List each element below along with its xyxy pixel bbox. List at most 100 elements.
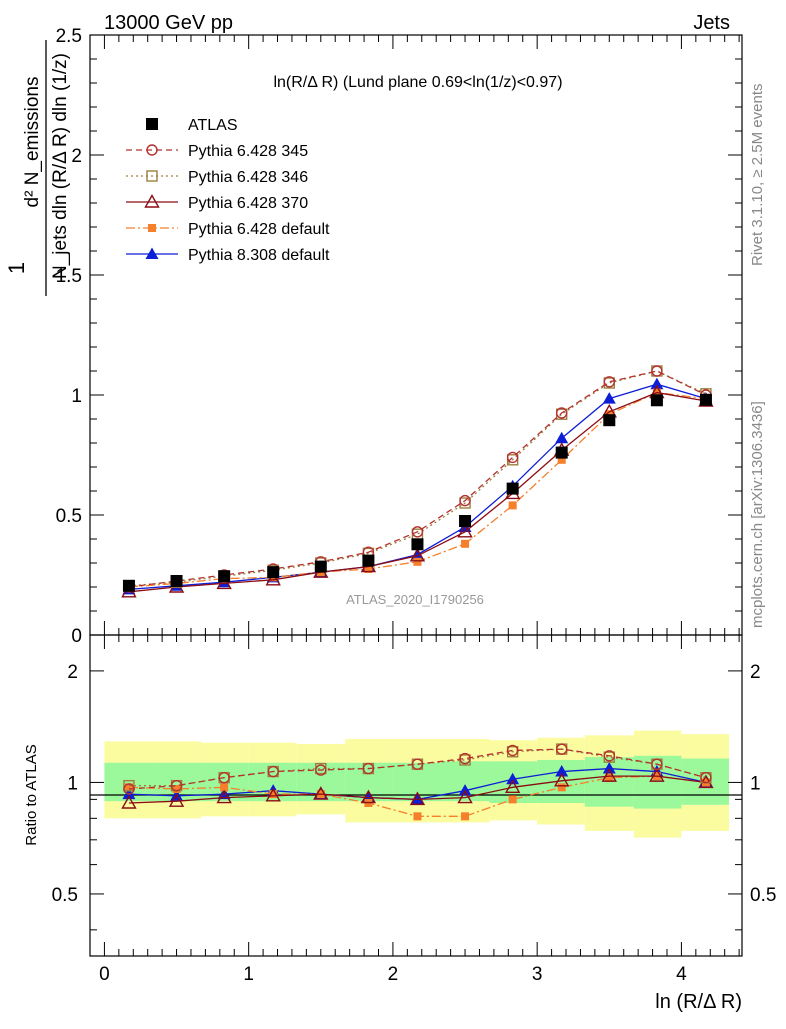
ratio-point-pythia-6-428-default <box>461 812 470 821</box>
ratio-point-pythia-6-428-370 <box>553 772 570 787</box>
ratio-point-pythia-6-428-370 <box>121 795 137 809</box>
ratio-point-pythia-6-428-370 <box>216 789 232 804</box>
legend-label-atlas: ATLAS <box>188 117 238 134</box>
main-point-atlas <box>122 579 135 592</box>
main-y-tick-label: 1.5 <box>56 266 82 287</box>
ratio-y-tick-label-right: 0.5 <box>750 885 776 906</box>
main-point-pythia-8-308-default <box>555 431 569 444</box>
mcplots-label: mcplots.cern.ch [arXiv:1306.3436] <box>749 401 766 628</box>
ratio-point-pythia-6-428-345 <box>459 752 471 765</box>
legend-marker-pythia-8-308-default <box>145 247 159 259</box>
ratio-point-pythia-6-428-346 <box>123 779 135 792</box>
x-axis-label: ln (R/Δ R) <box>655 991 742 1013</box>
ratio-point-pythia-6-428-345 <box>555 743 568 755</box>
ratio-series-line-pythia-6-428-370 <box>128 775 707 804</box>
x-tick-label: 1 <box>243 964 254 985</box>
main-point-pythia-6-428-345 <box>411 526 424 538</box>
ratio-point-pythia-8-308-default <box>602 762 616 774</box>
legend-marker-pythia-6-428-370 <box>144 194 160 208</box>
main-y-tick-label: 0.5 <box>56 506 82 527</box>
ratio-point-pythia-6-428-345 <box>123 783 135 795</box>
ratio-y-tick-label: 2 <box>67 662 78 683</box>
ratio-point-pythia-6-428-370 <box>265 787 281 802</box>
ratio-point-pythia-6-428-default <box>557 783 566 792</box>
main-point-pythia-6-428-default <box>557 455 566 464</box>
main-point-pythia-6-428-370 <box>216 575 232 590</box>
ratio-point-pythia-6-428-345 <box>218 771 230 784</box>
ratio-point-pythia-6-428-345 <box>411 758 424 770</box>
ratio-point-pythia-6-428-370 <box>457 789 473 804</box>
x-tick-label: 0 <box>99 964 110 985</box>
main-y-tick-label: 2 <box>71 146 82 167</box>
main-point-pythia-6-428-370 <box>265 571 281 586</box>
legend-marker-pythia-6-428-345 <box>146 144 158 156</box>
main-point-atlas <box>459 515 472 527</box>
ratio-point-pythia-8-308-default <box>410 792 424 805</box>
main-point-pythia-6-428-default <box>364 565 373 573</box>
ylabel-numerator: d² N_emissions <box>22 77 43 208</box>
ratio-point-pythia-6-428-345 <box>267 765 279 778</box>
main-point-atlas <box>314 560 327 573</box>
main-y-tick-label: 0 <box>71 626 82 647</box>
ratio-point-pythia-8-308-default <box>506 772 520 785</box>
main-point-atlas <box>555 446 568 459</box>
ratio-point-pythia-6-428-345 <box>651 758 663 770</box>
main-point-atlas <box>603 414 616 427</box>
ratio-series-line-pythia-6-428-345 <box>128 748 707 790</box>
main-point-pythia-6-428-345 <box>555 407 568 419</box>
ratio-point-pythia-6-428-370 <box>409 791 426 806</box>
ratio-y-tick-label-right: 1 <box>750 773 761 794</box>
ratio-point-pythia-6-428-default <box>172 784 181 793</box>
ratio-point-pythia-6-428-370 <box>168 793 185 807</box>
legend: ATLAS Pythia 6.428 345 Pythia 6.428 346 Pyt… <box>126 117 330 264</box>
main-point-pythia-6-428-345 <box>459 494 471 507</box>
ratio-y-axis-label: Ratio to ATLAS <box>23 744 40 845</box>
ratio-point-pythia-6-428-default <box>220 783 229 792</box>
main-axis-ticks: 0 0.5 1 1.5 2 2.5 <box>56 26 742 647</box>
main-point-pythia-8-308-default <box>602 392 616 404</box>
ratio-point-pythia-6-428-370 <box>649 768 665 782</box>
main-plot-marks <box>121 365 714 598</box>
ylabel-denominator: N_jets dln (R/Δ R) dln (1/z) <box>50 53 71 279</box>
main-point-atlas <box>506 482 519 495</box>
ratio-frame <box>89 634 743 957</box>
ratio-point-pythia-6-428-345 <box>700 771 712 784</box>
ratio-point-pythia-6-428-370 <box>504 779 521 794</box>
main-point-atlas <box>650 394 663 407</box>
legend-label-pythia-6-428-default: Pythia 6.428 default <box>188 221 330 238</box>
ratio-point-pythia-6-428-370 <box>313 786 329 800</box>
ratio-point-pythia-6-428-345 <box>170 779 183 792</box>
ratio-point-pythia-6-428-345 <box>506 744 519 757</box>
main-point-pythia-6-428-346 <box>411 528 424 540</box>
x-tick-label: 4 <box>676 964 687 985</box>
legend-marker-pythia-6-428-346 <box>146 170 158 182</box>
main-point-pythia-6-428-345 <box>506 451 519 464</box>
legend-marker-atlas <box>146 118 158 130</box>
ratio-plot-marks <box>121 743 714 821</box>
legend-label-pythia-6-428-370: Pythia 6.428 370 <box>188 195 308 212</box>
ylabel-prefix: 1 <box>4 262 29 274</box>
ratio-point-pythia-6-428-default <box>605 773 614 782</box>
main-point-pythia-6-428-default <box>461 539 470 548</box>
main-point-atlas <box>411 538 424 551</box>
main-panel: 0 0.5 1 1.5 2 2.5 ln(R/Δ R) (Lund plane 0.69<… <box>56 26 743 647</box>
legend-label-pythia-6-428-345: Pythia 6.428 345 <box>188 143 308 160</box>
main-point-atlas <box>170 575 183 587</box>
main-point-atlas <box>267 566 280 579</box>
ratio-point-pythia-6-428-default <box>269 790 278 799</box>
header-right-label: Jets <box>693 12 730 34</box>
ratio-y-tick-label: 0.5 <box>52 885 78 906</box>
main-point-pythia-6-428-345 <box>603 376 615 388</box>
main-point-pythia-6-428-default <box>508 501 517 510</box>
ratio-uncertainty-bands <box>104 730 730 838</box>
main-point-pythia-6-428-345 <box>651 365 663 377</box>
main-series-line-pythia-6-428-370 <box>128 391 707 593</box>
ratio-point-pythia-6-428-345 <box>603 750 615 762</box>
ratio-point-pythia-6-428-370 <box>601 768 617 782</box>
main-y-tick-label: 1 <box>71 386 82 407</box>
ratio-point-pythia-6-428-370 <box>360 789 377 804</box>
ratio-point-pythia-8-308-default <box>555 765 569 777</box>
watermark-label: ATLAS_2020_I1790256 <box>346 592 484 607</box>
ratio-axis-ticks: 0.5 0.5 1 1 2 2 0 1 2 3 4 <box>52 635 776 985</box>
